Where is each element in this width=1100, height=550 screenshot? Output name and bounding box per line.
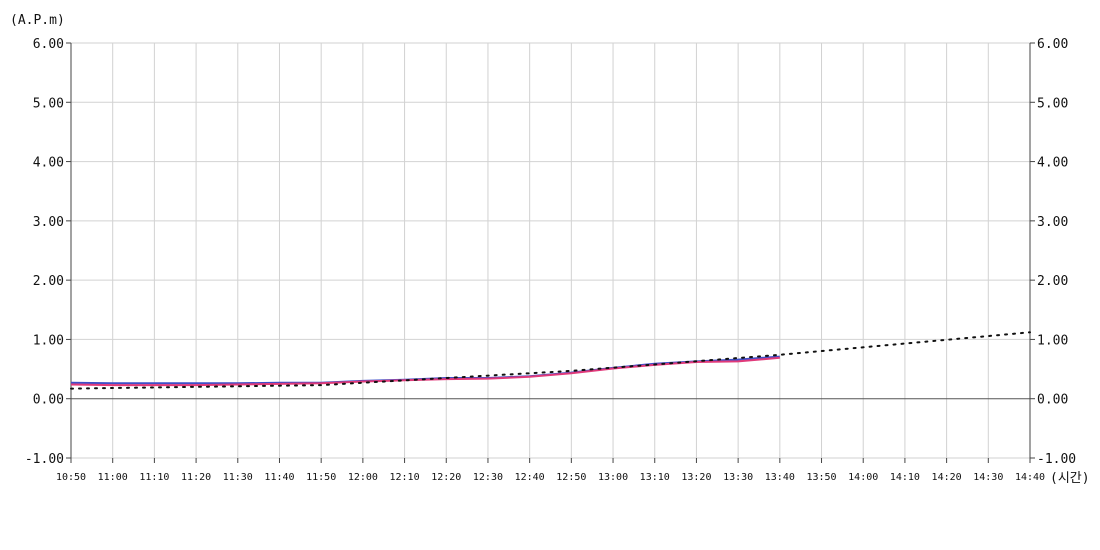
y-tick-label-right: 5.00 — [1037, 96, 1068, 111]
x-tick-label: 11:00 — [98, 472, 128, 483]
y-tick-label-right: 3.00 — [1037, 215, 1068, 230]
x-tick-label: 12:50 — [556, 472, 586, 483]
series-lines — [70, 331, 1031, 390]
y-tick-label-left: 5.00 — [33, 96, 64, 111]
y-unit-label: (A.P.m) — [10, 13, 65, 28]
x-tick-label: 11:30 — [223, 472, 253, 483]
axes — [66, 42, 1035, 463]
x-tick-labels: 10:50 11:00 11:10 11:20 11:30 11:40 11:50 12:00… — [56, 472, 1045, 483]
y-tick-label-left: 3.00 — [33, 215, 64, 230]
x-tick-label: 12:30 — [473, 472, 503, 483]
grid-lines — [71, 42, 1030, 459]
y-tick-label-right: 4.00 — [1037, 156, 1068, 171]
x-tick-label: 13:30 — [723, 472, 753, 483]
x-tick-label: 14:10 — [890, 472, 920, 483]
y-tick-label-left: 0.00 — [33, 393, 64, 408]
x-tick-label: 13:10 — [640, 472, 670, 483]
x-tick-label: 14:40 — [1015, 472, 1045, 483]
x-tick-label: 11:50 — [306, 472, 336, 483]
x-tick-label: 11:40 — [264, 472, 294, 483]
x-tick-label: 13:20 — [681, 472, 711, 483]
y-tick-label-right: -1.00 — [1037, 452, 1076, 467]
y-tick-labels-left: 6.00 5.00 4.00 3.00 2.00 1.00 0.00 -1.00 — [25, 37, 64, 467]
y-tick-label-left: 2.00 — [33, 274, 64, 289]
x-tick-label: 13:40 — [765, 472, 795, 483]
x-tick-label: 11:20 — [181, 472, 211, 483]
x-tick-label: 14:30 — [973, 472, 1003, 483]
y-tick-label-left: -1.00 — [25, 452, 64, 467]
x-tick-label: 11:10 — [139, 472, 169, 483]
x-tick-label: 13:50 — [806, 472, 836, 483]
x-tick-label: 12:40 — [515, 472, 545, 483]
x-tick-label: 14:20 — [932, 472, 962, 483]
y-tick-label-right: 6.00 — [1037, 37, 1068, 52]
x-unit-label: (시간) — [1050, 471, 1090, 486]
x-tick-label: 12:10 — [390, 472, 420, 483]
x-tick-label: 13:00 — [598, 472, 628, 483]
y-tick-labels-right: 6.00 5.00 4.00 3.00 2.00 1.00 0.00 -1.00 — [1037, 37, 1076, 467]
x-tick-label: 14:00 — [848, 472, 878, 483]
y-tick-label-left: 1.00 — [33, 333, 64, 348]
y-tick-label-right: 0.00 — [1037, 393, 1068, 408]
y-tick-label-left: 6.00 — [33, 37, 64, 52]
x-tick-label: 12:00 — [348, 472, 378, 483]
y-tick-label-right: 1.00 — [1037, 333, 1068, 348]
y-tick-label-right: 2.00 — [1037, 274, 1068, 289]
series-line-3 — [70, 331, 1031, 390]
x-tick-label: 10:50 — [56, 472, 86, 483]
x-tick-label: 12:20 — [431, 472, 461, 483]
y-tick-label-left: 4.00 — [33, 156, 64, 171]
